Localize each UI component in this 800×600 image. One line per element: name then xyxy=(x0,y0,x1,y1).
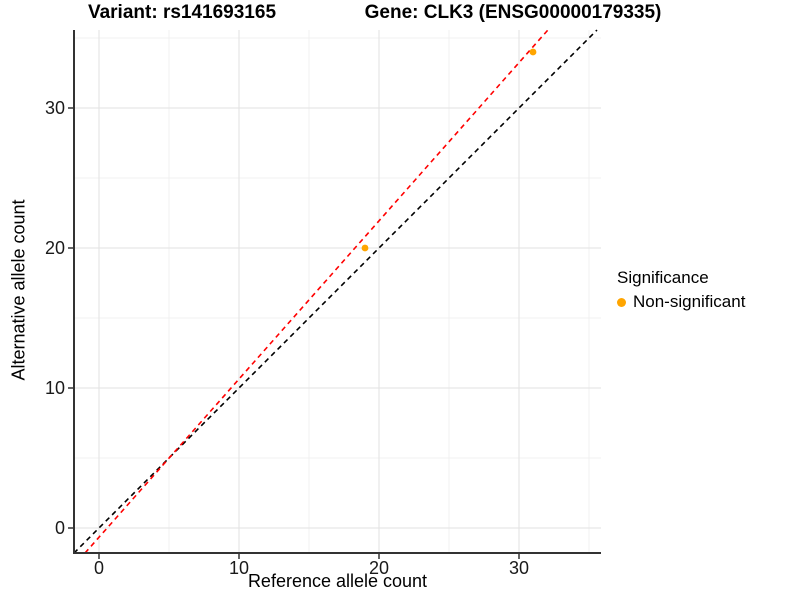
legend-item-non-significant: Non-significant xyxy=(617,292,745,312)
y-tick-label: 20 xyxy=(45,238,65,258)
y-tick-label: 30 xyxy=(45,98,65,118)
data-point xyxy=(529,48,537,56)
data-point xyxy=(361,244,369,252)
y-tick-label: 0 xyxy=(55,518,65,538)
variant-title: Variant: rs141693165 xyxy=(87,2,277,23)
x-tick-label: 0 xyxy=(94,558,104,578)
legend-title: Significance xyxy=(617,268,709,287)
x-tick-label: 20 xyxy=(369,558,389,578)
x-tick-label: 30 xyxy=(509,558,529,578)
legend-item-label: Non-significant xyxy=(633,292,746,311)
y-axis-title: Alternative allele count xyxy=(8,199,29,381)
legend: Significance Non-significant xyxy=(617,268,745,312)
identity-line xyxy=(73,29,598,554)
x-axis-title: Reference allele count xyxy=(247,571,428,591)
legend-point-swatch xyxy=(617,297,626,307)
gene-title: Gene: CLK3 (ENSG00000179335) xyxy=(364,2,662,23)
x-tick-label: 10 xyxy=(229,558,249,578)
y-tick-label: 10 xyxy=(45,378,65,398)
